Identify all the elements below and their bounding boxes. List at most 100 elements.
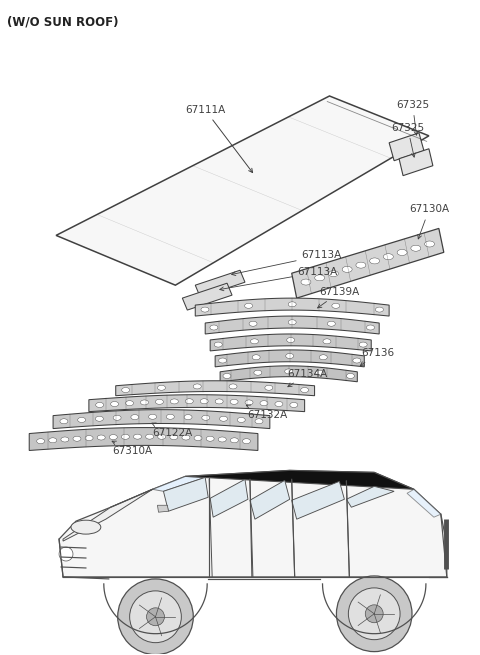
Ellipse shape	[157, 385, 166, 390]
Ellipse shape	[347, 373, 354, 379]
Polygon shape	[195, 298, 389, 316]
Ellipse shape	[215, 399, 223, 404]
Ellipse shape	[237, 417, 245, 422]
Text: (W/O SUN ROOF): (W/O SUN ROOF)	[7, 15, 119, 28]
Text: 67132A: 67132A	[246, 405, 287, 420]
Ellipse shape	[288, 302, 296, 307]
Ellipse shape	[170, 435, 178, 440]
Polygon shape	[347, 486, 394, 507]
Ellipse shape	[110, 402, 119, 407]
Polygon shape	[185, 470, 414, 489]
Ellipse shape	[126, 401, 133, 405]
Ellipse shape	[332, 303, 340, 309]
Ellipse shape	[425, 241, 434, 247]
Ellipse shape	[290, 402, 298, 407]
Polygon shape	[250, 480, 290, 519]
Ellipse shape	[260, 401, 268, 405]
Ellipse shape	[287, 337, 295, 343]
Ellipse shape	[71, 520, 101, 534]
Ellipse shape	[78, 417, 85, 422]
Ellipse shape	[200, 399, 208, 403]
Circle shape	[146, 608, 165, 626]
Circle shape	[130, 591, 181, 643]
Ellipse shape	[319, 355, 327, 360]
Ellipse shape	[131, 415, 139, 420]
Ellipse shape	[367, 325, 374, 330]
Ellipse shape	[122, 388, 130, 392]
Ellipse shape	[384, 253, 393, 259]
Polygon shape	[29, 428, 258, 451]
Text: 67130A: 67130A	[409, 204, 449, 239]
Text: 67134A: 67134A	[288, 369, 328, 386]
Ellipse shape	[156, 400, 163, 404]
Ellipse shape	[184, 415, 192, 420]
Ellipse shape	[210, 325, 218, 330]
Ellipse shape	[252, 355, 260, 360]
Ellipse shape	[218, 358, 227, 363]
Ellipse shape	[301, 279, 311, 285]
Polygon shape	[210, 334, 371, 351]
Ellipse shape	[353, 358, 361, 363]
Ellipse shape	[96, 417, 103, 421]
Polygon shape	[220, 366, 357, 382]
Polygon shape	[59, 470, 447, 577]
Circle shape	[118, 579, 193, 654]
Ellipse shape	[255, 419, 263, 424]
Ellipse shape	[202, 415, 210, 421]
Ellipse shape	[133, 434, 142, 439]
Ellipse shape	[223, 373, 231, 379]
Text: 67113A: 67113A	[232, 250, 342, 276]
Text: 67325: 67325	[396, 100, 429, 135]
Ellipse shape	[315, 275, 324, 281]
Polygon shape	[164, 477, 208, 511]
Circle shape	[365, 605, 383, 623]
Ellipse shape	[327, 321, 336, 326]
Ellipse shape	[342, 267, 352, 272]
Ellipse shape	[73, 436, 81, 441]
Ellipse shape	[149, 414, 156, 419]
Ellipse shape	[397, 250, 407, 255]
Polygon shape	[292, 481, 344, 519]
Polygon shape	[153, 476, 205, 491]
Ellipse shape	[36, 439, 45, 443]
Ellipse shape	[145, 434, 154, 439]
Polygon shape	[116, 381, 314, 396]
Ellipse shape	[170, 399, 179, 404]
Polygon shape	[292, 229, 444, 298]
Text: 67136: 67136	[360, 348, 395, 365]
Ellipse shape	[185, 399, 193, 403]
Ellipse shape	[300, 388, 309, 392]
Ellipse shape	[167, 414, 174, 419]
Polygon shape	[63, 489, 153, 541]
Ellipse shape	[316, 370, 324, 375]
Text: 67310A: 67310A	[112, 441, 153, 457]
Ellipse shape	[141, 400, 148, 405]
Polygon shape	[56, 96, 429, 285]
Ellipse shape	[201, 307, 209, 312]
Ellipse shape	[85, 436, 93, 441]
Ellipse shape	[109, 435, 117, 440]
Ellipse shape	[230, 438, 239, 443]
Ellipse shape	[254, 370, 262, 375]
Ellipse shape	[214, 342, 222, 347]
Ellipse shape	[113, 415, 121, 421]
Ellipse shape	[242, 439, 251, 443]
Polygon shape	[53, 409, 270, 428]
Text: 67139A: 67139A	[318, 287, 360, 308]
Circle shape	[348, 588, 400, 640]
Text: 67325: 67325	[391, 123, 424, 157]
Ellipse shape	[249, 321, 257, 326]
Ellipse shape	[265, 385, 273, 390]
Ellipse shape	[375, 307, 384, 312]
Ellipse shape	[359, 342, 367, 347]
Ellipse shape	[121, 434, 130, 440]
Polygon shape	[205, 316, 379, 334]
Ellipse shape	[49, 438, 57, 443]
Polygon shape	[182, 283, 232, 310]
Ellipse shape	[245, 400, 253, 405]
Polygon shape	[210, 479, 248, 517]
Ellipse shape	[193, 384, 201, 389]
Ellipse shape	[61, 437, 69, 442]
Ellipse shape	[286, 354, 294, 358]
Ellipse shape	[411, 245, 421, 252]
